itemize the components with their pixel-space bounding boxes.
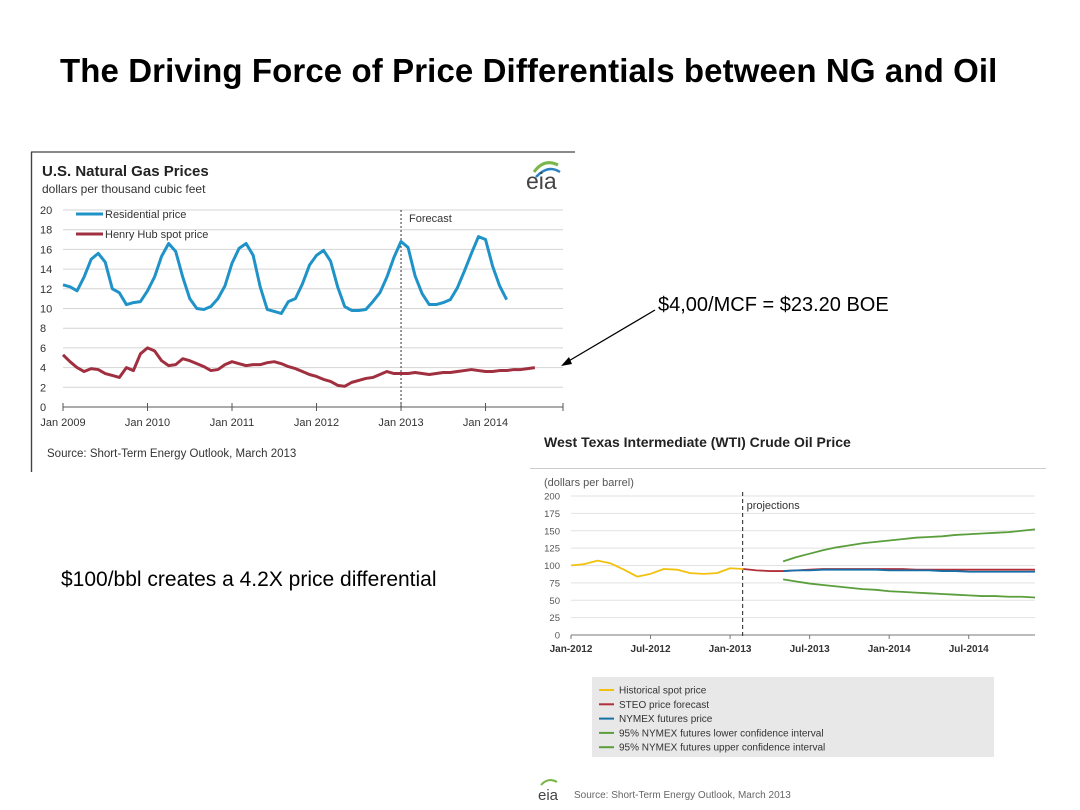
gridlines: [571, 495, 1035, 636]
y-tick-label: 0: [40, 402, 46, 414]
series-line-residential-price: [62, 235, 508, 315]
series-line-95-nymex-futures-lower-confidence-interval: [782, 578, 1036, 599]
y-tick-label: 125: [544, 544, 560, 555]
y-tick-label: 18: [40, 225, 52, 237]
series-line-henry-hub-spot-price: [61, 346, 536, 388]
chart-ylabel: dollars per thousand cubic feet: [42, 182, 206, 196]
wti-crude-chart: West Texas Intermediate (WTI) Crude Oil …: [530, 434, 1046, 804]
y-tick-label: 6: [40, 343, 46, 355]
series-lines: [61, 235, 536, 388]
y-tick-label: 175: [544, 509, 560, 520]
y-tick-label: 16: [40, 244, 52, 256]
chart-title: U.S. Natural Gas Prices: [42, 163, 209, 180]
x-axis-ticks: Jan 2009 Jan 2010 Jan 2011 Jan 2012 Jan 2013…: [40, 403, 508, 429]
y-tick-label: 2: [40, 382, 46, 394]
y-tick-label: 150: [544, 526, 560, 537]
y-axis-ticks: 0 2 4 6 8 10 12 14 16 18 20: [40, 205, 52, 414]
projections-label: projections: [747, 500, 801, 512]
y-tick-label: 10: [40, 304, 52, 316]
x-tick-label: Jan 2013: [378, 417, 423, 429]
annotation-gas-boe: $4,00/MCF = $23.20 BOE: [658, 294, 889, 316]
y-axis-ticks: 0 25 50 75 100 125 150 175 200: [544, 492, 560, 642]
eia-logo-small: eia: [538, 779, 559, 804]
series-line-historical-spot-price: [570, 559, 744, 578]
y-tick-label: 4: [40, 363, 46, 375]
eia-logo: eia: [526, 161, 561, 194]
eia-logo-text: eia: [526, 168, 557, 194]
y-tick-label: 14: [40, 264, 52, 276]
legend-label-residential: Residential price: [105, 209, 186, 221]
y-tick-label: 12: [40, 284, 52, 296]
natural-gas-chart: U.S. Natural Gas Prices dollars per thou…: [30, 151, 575, 472]
legend-label-95-nymex-futures-lower-confidence-interval: 95% NYMEX futures lower confidence inter…: [619, 728, 824, 739]
series-lines: [570, 528, 1036, 599]
chart-source: Source: Short-Term Energy Outlook, March…: [47, 448, 296, 460]
y-tick-label: 200: [544, 492, 560, 503]
series-line-nymex-futures-price: [783, 568, 1035, 573]
slide-title: The Driving Force of Price Differentials…: [60, 52, 998, 89]
x-tick-label: Jan 2009: [40, 417, 85, 429]
x-tick-label: Jan-2014: [868, 644, 911, 655]
legend-label-henry-hub: Henry Hub spot price: [105, 229, 208, 241]
annotation-arrow: [561, 309, 656, 366]
x-tick-label: Jul-2014: [949, 644, 989, 655]
title-separator: [530, 468, 1046, 469]
y-tick-label: 100: [544, 561, 560, 572]
y-tick-label: 20: [40, 205, 52, 217]
arrow-line: [566, 309, 656, 363]
x-tick-label: Jan 2011: [210, 417, 254, 429]
x-tick-label: Jul-2013: [790, 644, 830, 655]
x-tick-label: Jan-2012: [550, 644, 593, 655]
y-tick-label: 75: [549, 578, 560, 589]
chart-title: West Texas Intermediate (WTI) Crude Oil …: [544, 434, 851, 450]
chart-ylabel: (dollars per barrel): [544, 477, 634, 489]
y-tick-label: 25: [549, 613, 560, 624]
arrow-head: [561, 357, 572, 366]
annotation-price-differential: $100/bbl creates a 4.2X price differenti…: [61, 568, 437, 591]
legend-label-95-nymex-futures-upper-confidence-interval: 95% NYMEX futures upper confidence inter…: [619, 743, 825, 754]
legend: Residential price Henry Hub spot price: [76, 209, 208, 241]
y-tick-label: 50: [549, 596, 560, 607]
x-tick-label: Jan 2010: [125, 417, 170, 429]
gridlines: [63, 209, 564, 411]
legend: Historical spot price STEO price forecast…: [599, 686, 825, 754]
x-tick-label: Jan-2013: [709, 644, 752, 655]
x-tick-label: Jan 2014: [463, 417, 508, 429]
legend-label-nymex-futures-price: NYMEX futures price: [619, 714, 713, 725]
legend-label-historical-spot-price: Historical spot price: [619, 686, 707, 697]
forecast-label: Forecast: [409, 213, 452, 225]
legend-label-steo-price-forecast: STEO price forecast: [619, 700, 709, 711]
series-line-95-nymex-futures-upper-confidence-interval: [782, 528, 1036, 563]
x-tick-label: Jan 2012: [294, 417, 339, 429]
y-tick-label: 8: [40, 323, 46, 335]
x-tick-label: Jul-2012: [631, 644, 671, 655]
x-axis-ticks: Jan-2012 Jul-2012 Jan-2013 Jul-2013 Jan-2014…: [550, 635, 989, 655]
chart-source: Source: Short-Term Energy Outlook, March…: [574, 790, 791, 801]
eia-logo-text: eia: [538, 787, 559, 804]
y-tick-label: 0: [555, 631, 560, 642]
legend-box: [592, 677, 994, 757]
